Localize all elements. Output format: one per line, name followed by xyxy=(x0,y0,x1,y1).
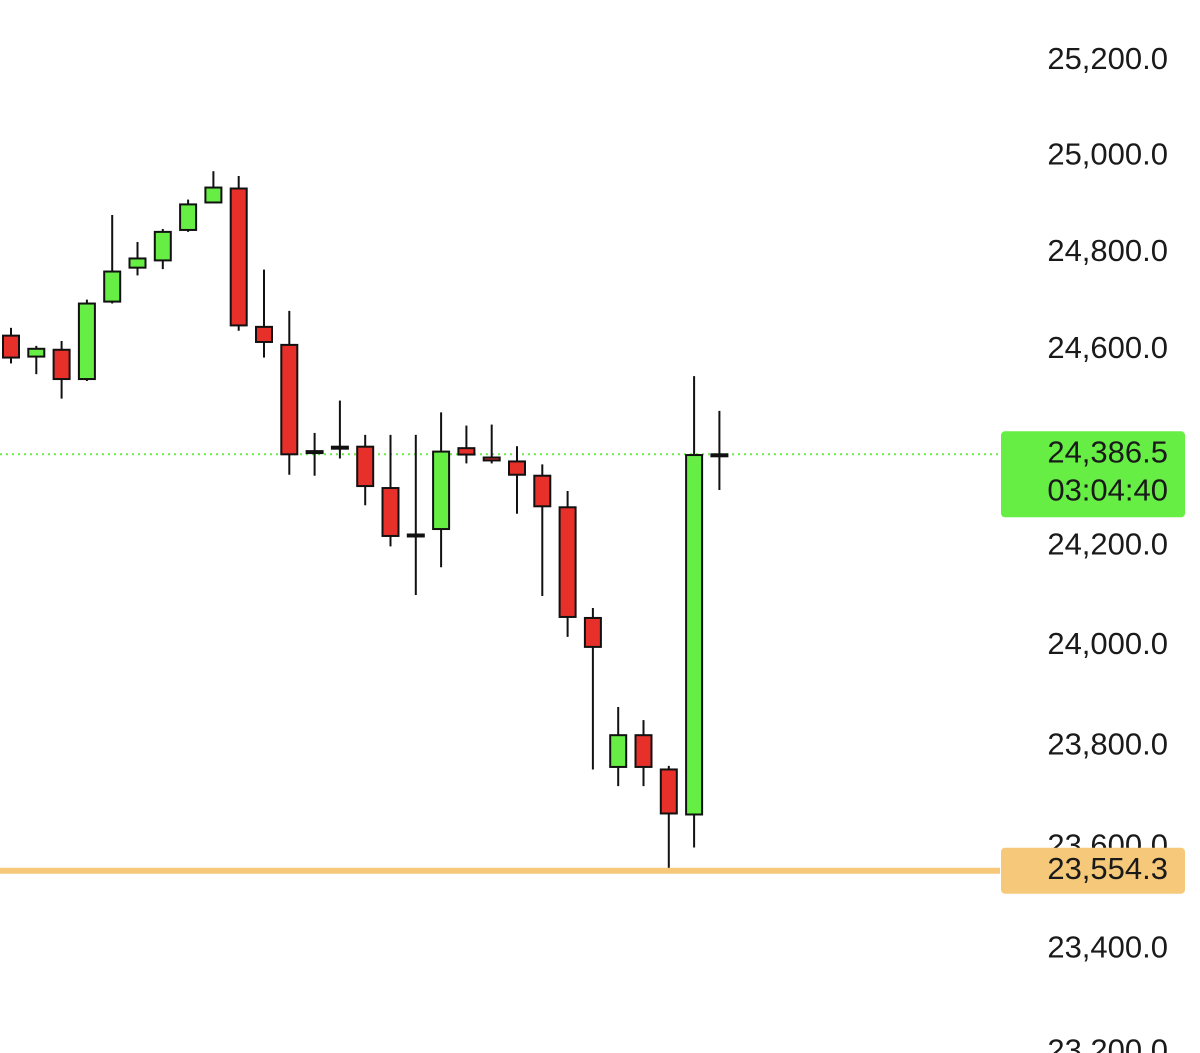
candle-body xyxy=(280,343,299,456)
candle-body xyxy=(128,257,147,269)
candle-body xyxy=(659,768,678,815)
countdown-label: 03:04:40 xyxy=(1047,472,1168,507)
candle-body xyxy=(255,325,273,343)
candle-body xyxy=(27,347,46,358)
candle-body xyxy=(406,533,425,538)
y-tick-label: 24,000.0 xyxy=(1047,626,1168,661)
candle-body xyxy=(710,453,729,458)
candle-body xyxy=(229,187,248,327)
candle-body xyxy=(179,203,198,231)
candle-body xyxy=(52,348,71,381)
candle-body xyxy=(508,460,526,476)
last-price-label: 24,386.5 xyxy=(1047,434,1168,469)
candle-body xyxy=(153,230,172,262)
y-tick-label: 23,200.0 xyxy=(1047,1033,1168,1053)
y-tick-label: 24,800.0 xyxy=(1047,233,1168,268)
candle-body xyxy=(356,445,375,488)
candle-body xyxy=(609,734,628,768)
y-tick-label: 24,200.0 xyxy=(1047,527,1168,562)
y-tick-label: 25,200.0 xyxy=(1047,41,1168,76)
y-tick-label: 23,400.0 xyxy=(1047,930,1168,965)
y-tick-label: 25,000.0 xyxy=(1047,137,1168,172)
candle-body xyxy=(77,302,96,381)
candle-body xyxy=(2,334,20,359)
candle-body xyxy=(583,616,602,648)
candle-body xyxy=(103,270,122,303)
candle-body xyxy=(558,506,577,618)
candle-body xyxy=(457,447,476,456)
candle-body xyxy=(381,487,400,537)
level-label: 23,554.3 xyxy=(1047,851,1168,886)
candle-body xyxy=(482,456,501,462)
y-tick-label: 23,800.0 xyxy=(1047,726,1168,761)
last-price-tag xyxy=(1001,431,1185,518)
candle-body xyxy=(634,734,653,768)
candle-body xyxy=(685,454,704,816)
candle-body xyxy=(330,445,349,450)
y-tick-label: 24,600.0 xyxy=(1047,330,1168,365)
candle-body xyxy=(432,450,451,531)
level-tag xyxy=(1001,847,1185,894)
candle-body xyxy=(533,474,552,508)
candle-body xyxy=(204,186,223,204)
candle-body xyxy=(305,450,324,455)
